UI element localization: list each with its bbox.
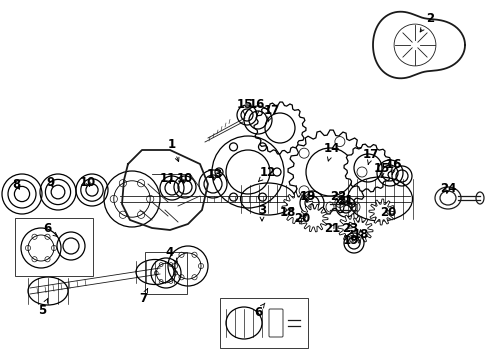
Text: 15: 15 xyxy=(237,99,253,115)
Text: 22: 22 xyxy=(330,190,346,203)
Text: 4: 4 xyxy=(166,247,177,262)
Polygon shape xyxy=(300,204,328,232)
Polygon shape xyxy=(338,214,366,242)
Text: 24: 24 xyxy=(440,181,456,194)
Text: 17: 17 xyxy=(264,104,280,122)
Polygon shape xyxy=(288,130,372,214)
Text: 20: 20 xyxy=(294,211,310,225)
Text: 9: 9 xyxy=(46,175,54,189)
Text: 14: 14 xyxy=(324,141,340,161)
Polygon shape xyxy=(347,217,373,243)
Text: 21: 21 xyxy=(324,221,340,234)
Text: 12: 12 xyxy=(259,166,276,181)
Text: 6: 6 xyxy=(43,221,57,237)
Polygon shape xyxy=(282,192,314,224)
Text: 2: 2 xyxy=(420,12,434,32)
Text: 19: 19 xyxy=(300,190,316,203)
Text: 6: 6 xyxy=(254,303,265,319)
Text: 5: 5 xyxy=(38,298,48,316)
Text: 16: 16 xyxy=(249,99,265,115)
Polygon shape xyxy=(344,144,392,192)
Text: 8: 8 xyxy=(12,179,20,192)
Text: 10: 10 xyxy=(177,171,193,184)
Text: 18: 18 xyxy=(353,229,369,242)
Text: 10: 10 xyxy=(80,175,96,189)
Text: 3: 3 xyxy=(258,203,266,221)
Text: 13: 13 xyxy=(207,168,223,181)
Text: 7: 7 xyxy=(139,289,147,305)
Polygon shape xyxy=(369,199,395,225)
Text: 17: 17 xyxy=(363,148,379,165)
Text: 21: 21 xyxy=(337,194,353,207)
Text: 18: 18 xyxy=(280,206,296,219)
Text: 1: 1 xyxy=(168,139,179,162)
Text: 16: 16 xyxy=(386,158,402,174)
Polygon shape xyxy=(122,150,208,230)
Text: 20: 20 xyxy=(380,206,396,219)
Text: 23: 23 xyxy=(342,221,358,234)
Polygon shape xyxy=(373,12,465,78)
Polygon shape xyxy=(254,102,306,154)
Text: 19: 19 xyxy=(343,231,359,247)
Text: 11: 11 xyxy=(160,171,176,184)
Text: 15: 15 xyxy=(374,162,390,177)
